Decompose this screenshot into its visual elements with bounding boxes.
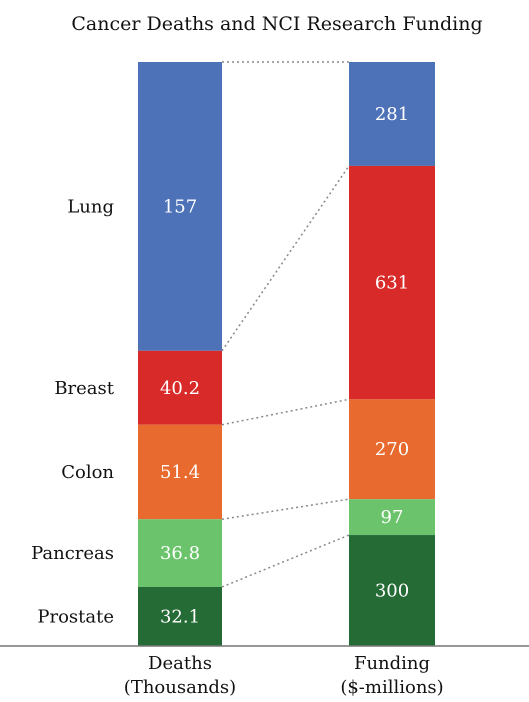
x-axis-labels: Deaths (Thousands) Funding ($-millions) <box>124 653 444 698</box>
x-axis-label-series-0-line-0: Deaths <box>148 653 212 674</box>
x-axis-label-series-1-line-0: Funding <box>354 653 430 674</box>
data-label-pancreas-series-1: 97 <box>381 507 404 528</box>
connector-lines <box>221 61 350 588</box>
data-label-pancreas-series-0: 36.8 <box>160 543 200 564</box>
bar-lung-series-0 <box>138 62 222 351</box>
connector-line-2 <box>221 398 350 426</box>
x-axis-label-series-1-line-1: ($-millions) <box>340 677 443 698</box>
bar-colon-series-0 <box>138 424 222 520</box>
bar-breast-series-1 <box>349 165 435 400</box>
data-label-prostate-series-1: 300 <box>375 581 409 602</box>
data-label-lung-series-1: 281 <box>375 104 409 125</box>
category-labels: Lung Breast Colon Pancreas Prostate <box>31 196 115 627</box>
bar-breast-series-0 <box>138 350 222 425</box>
bar-prostate-series-0 <box>138 586 222 646</box>
data-label-breast-series-1: 631 <box>375 273 409 294</box>
connector-line-3 <box>221 498 350 521</box>
category-label-pancreas: Pancreas <box>31 543 114 564</box>
bar-lung-series-1 <box>349 62 435 166</box>
bar-pancreas-series-1 <box>349 499 435 536</box>
category-label-breast: Breast <box>54 378 114 399</box>
category-label-colon: Colon <box>61 462 114 483</box>
data-label-colon-series-0: 51.4 <box>160 462 200 483</box>
bar-colon-series-1 <box>349 399 435 500</box>
connector-line-4 <box>221 534 350 588</box>
connector-line-1 <box>221 165 350 352</box>
data-label-breast-series-0: 40.2 <box>160 378 200 399</box>
data-label-prostate-series-0: 32.1 <box>160 606 200 627</box>
bar-pancreas-series-0 <box>138 519 222 587</box>
category-label-prostate: Prostate <box>37 606 114 627</box>
x-axis-label-series-0-line-1: (Thousands) <box>124 677 236 698</box>
category-label-lung: Lung <box>67 196 114 217</box>
bars: 157 40.2 51.4 36.8 32.1 281 631 270 97 300 <box>138 62 435 646</box>
chart-title: Cancer Deaths and NCI Research Funding <box>71 13 482 35</box>
data-label-lung-series-0: 157 <box>163 196 197 217</box>
bar-prostate-series-1 <box>349 535 435 646</box>
data-label-colon-series-1: 270 <box>375 439 409 460</box>
